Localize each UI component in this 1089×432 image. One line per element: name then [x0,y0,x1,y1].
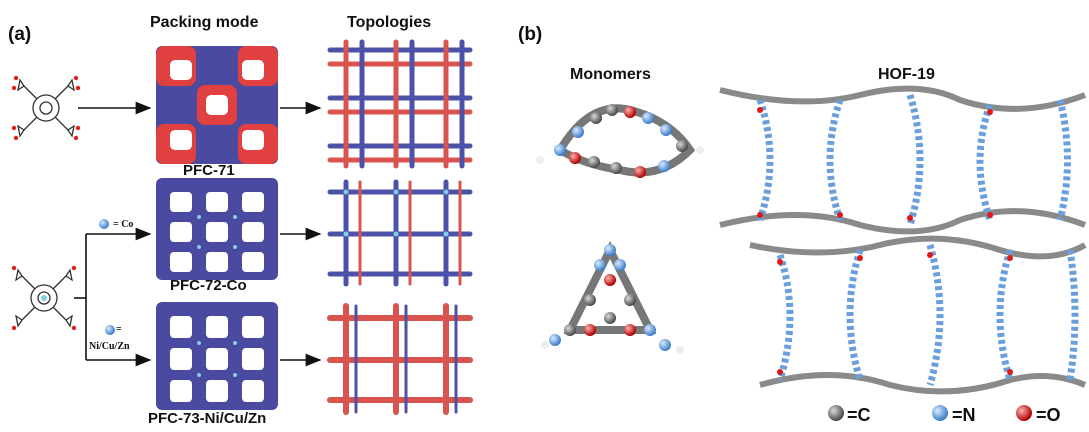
monomer-side-view [536,104,704,178]
pfc72-label: PFC-72-Co [170,277,247,294]
legend-oxygen-label: =O [1036,405,1061,425]
pfc72-packing-structure [156,178,278,280]
legend-oxygen-icon [1016,405,1032,421]
pfc71-label: PFC-71 [183,162,235,179]
panel-a-label: (a) [8,24,32,45]
porphyrin-molecule-icon [11,75,81,141]
topology-2-grid [327,179,473,287]
legend-nitrogen-icon [932,405,948,421]
hof19-crystal-structure [719,85,1087,395]
hof19-header: HOF-19 [878,66,935,83]
topology-1-grid [327,39,473,169]
monomers-header: Monomers [570,66,651,83]
legend-nitrogen-label: =N [952,405,976,425]
packing-mode-header: Packing mode [150,14,259,31]
metal-porphyrin-molecule-icon [11,265,77,331]
pfc71-packing-structure [156,46,278,164]
topologies-header: Topologies [347,14,432,31]
ni-cu-zn-label: Ni/Cu/Zn [89,341,130,352]
panel-b-label: (b) [518,24,543,45]
ni-atom-icon [105,325,115,335]
co-atom-icon [99,219,109,229]
ni-eq-label: = [116,324,122,335]
monomer-top-view [541,241,684,354]
co-label: = Co [113,219,134,230]
legend-carbon-label: =C [847,405,871,425]
pfc73-packing-structure [156,302,278,410]
legend-carbon-icon [828,405,844,421]
pfc73-label: PFC-73-Ni/Cu/Zn [148,410,267,427]
topology-3-grid [327,303,473,415]
